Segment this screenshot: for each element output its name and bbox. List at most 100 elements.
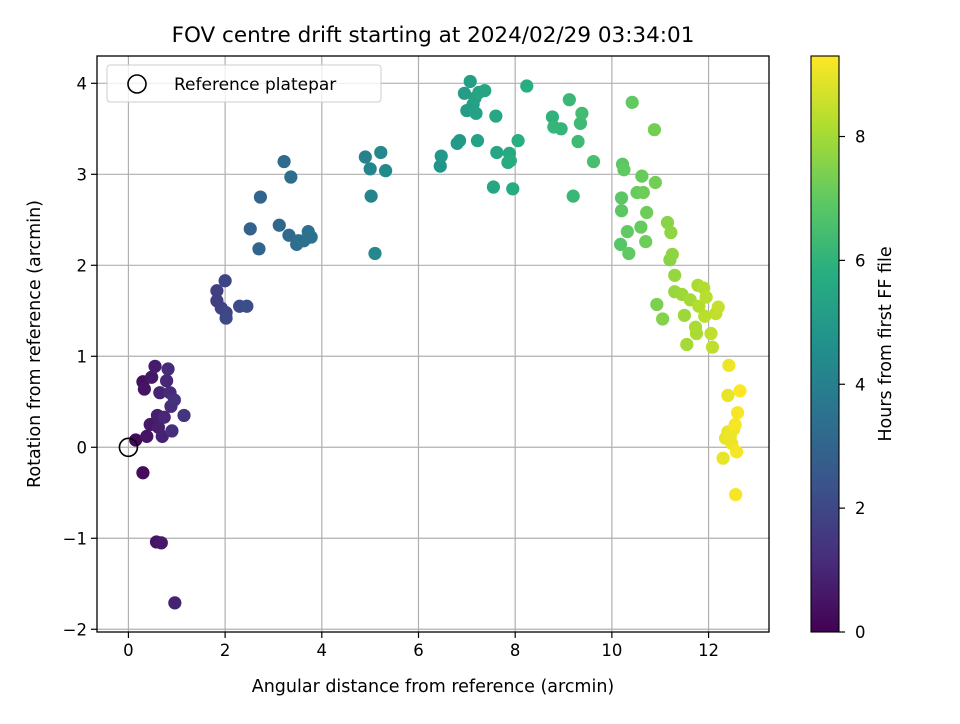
x-tick-label: 4 [317,641,328,660]
data-point [639,235,653,249]
legend-label: Reference platepar [174,75,336,95]
data-point [433,159,447,173]
data-point [716,451,730,465]
data-point [503,154,517,168]
data-point [729,487,743,502]
y-tick-label: −1 [63,529,87,548]
data-point [470,134,485,148]
data-point [647,123,662,137]
x-axis-ticks: 0 2 4 6 8 10 12 [123,632,719,660]
data-point [680,337,694,352]
chart-title: FOV centre drift starting at 2024/02/29 … [172,23,695,48]
data-point [145,370,159,384]
x-tick-label: 10 [601,641,622,660]
data-point [625,95,639,110]
data-point [622,246,636,261]
data-point [463,74,477,89]
colorbar-tick-label: 6 [855,251,866,270]
data-point [252,242,266,256]
data-point [486,180,501,194]
y-tick-label: 0 [77,438,88,457]
data-point [452,134,467,148]
data-point [617,163,631,177]
data-point [129,433,143,447]
data-point [277,154,291,169]
colorbar-tick-label: 0 [855,623,866,642]
data-point [733,384,747,398]
data-point [243,222,257,236]
data-point [165,424,179,438]
data-point [218,274,232,288]
colorbar-tick-label: 8 [855,128,866,147]
legend: Reference platepar [106,64,382,103]
data-point [155,429,169,443]
colorbar-ticks: 0 2 4 6 8 [839,128,866,642]
data-point [636,185,650,200]
data-point [253,190,268,204]
data-point [363,162,377,176]
data-point [586,154,601,169]
data-point [489,109,503,123]
x-axis-label: Angular distance from reference (arcmin) [252,677,615,697]
reference-platepar-marker [118,437,139,458]
data-point [656,312,670,326]
colorbar-label: Hours from first FF file [876,246,896,441]
data-point [640,205,654,220]
y-tick-label: 2 [77,256,88,275]
data-point [692,299,706,313]
legend-box [106,64,382,103]
data-point [137,382,151,396]
data-point [219,311,233,325]
data-point [478,83,492,98]
data-point [660,215,675,230]
data-point [566,189,580,203]
data-point [511,134,525,148]
data-point [650,297,664,312]
data-point [358,150,372,164]
colorbar-gradient [810,55,840,633]
data-point [614,191,629,205]
data-point [665,247,679,261]
data-point [545,110,560,124]
data-point [506,182,520,196]
x-tick-label: 12 [698,641,719,660]
x-tick-label: 2 [220,641,231,660]
data-point [554,122,568,136]
x-tick-label: 8 [510,641,521,660]
data-point [177,408,191,423]
data-point [728,417,742,432]
data-point [364,189,378,203]
data-point [648,175,662,190]
legend-marker [127,74,147,94]
data-point [457,86,472,100]
data-point [620,225,634,239]
data-point [722,358,736,372]
data-point [168,596,182,610]
data-point [730,406,745,420]
data-point [167,393,181,407]
y-tick-label: 1 [77,347,88,366]
y-tick-label: 3 [77,165,88,184]
data-point [240,299,254,313]
data-point [161,362,175,376]
data-point [210,284,224,298]
data-point [668,268,682,282]
data-point [613,237,628,251]
colorbar-tick-label: 2 [855,499,866,518]
data-point [434,149,448,163]
colorbar: 0 2 4 6 8 Hours from first FF file [810,55,896,642]
data-point [304,230,318,244]
data-point [148,359,162,373]
data-point [573,116,588,130]
data-point [634,220,648,234]
data-point [699,290,713,304]
y-axis-ticks: −2 −1 0 1 2 3 4 [63,74,97,639]
data-point [698,309,712,323]
data-point [136,466,150,480]
y-tick-label: 4 [77,74,88,93]
data-point [664,225,678,240]
data-point [571,134,585,149]
data-point [562,93,576,107]
data-points [129,74,747,610]
grid-lines [97,56,769,632]
